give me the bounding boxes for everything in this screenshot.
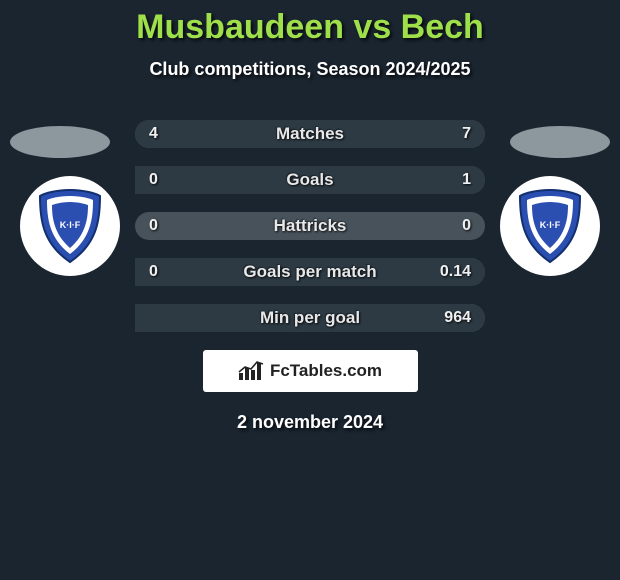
subtitle: Club competitions, Season 2024/2025 [0, 59, 620, 80]
stat-row: 0 Hattricks 0 [135, 212, 485, 240]
svg-text:K·I·F: K·I·F [540, 220, 561, 230]
stat-row: 0 Goals 1 [135, 166, 485, 194]
player-placeholder-left [10, 126, 110, 158]
stat-value-right: 7 [462, 125, 471, 143]
stat-value-right: 1 [462, 171, 471, 189]
stat-value-right: 0.14 [440, 263, 471, 281]
stat-value-left: 4 [149, 125, 158, 143]
stat-row: Min per goal 964 [135, 304, 485, 332]
fctables-logo: FcTables.com [203, 350, 418, 392]
page-title: Musbaudeen vs Bech [0, 0, 620, 47]
comparison-content: K·I·F K·I·F 4Matches70Goals10Hattricks00… [0, 120, 620, 433]
shield-icon: K·I·F [517, 188, 583, 264]
bars-icon [238, 361, 264, 381]
svg-text:K·I·F: K·I·F [60, 220, 81, 230]
stat-label: Hattricks [274, 216, 347, 236]
stat-value-right: 964 [444, 309, 471, 327]
stat-value-left: 0 [149, 171, 158, 189]
stats-bars: 4 Matches 7 0 Goals 1 0 Hattricks 0 0 Goals per ma… [135, 120, 485, 332]
stat-label: Goals [286, 170, 333, 190]
stat-row: 0 Goals per match 0.14 [135, 258, 485, 286]
stat-value-left: 0 [149, 263, 158, 281]
club-badge-right: K·I·F [500, 176, 600, 276]
club-badge-left: K·I·F [20, 176, 120, 276]
stat-label: Goals per match [243, 262, 376, 282]
fctables-text: FcTables.com [270, 361, 382, 381]
player-placeholder-right [510, 126, 610, 158]
stat-label: Min per goal [260, 308, 360, 328]
date-text: 2 november 2024 [0, 412, 620, 433]
stat-row: 4 Matches 7 [135, 120, 485, 148]
stat-value-right: 0 [462, 217, 471, 235]
stat-label: Matches [276, 124, 344, 144]
shield-icon: K·I·F [37, 188, 103, 264]
stat-value-left: 0 [149, 217, 158, 235]
